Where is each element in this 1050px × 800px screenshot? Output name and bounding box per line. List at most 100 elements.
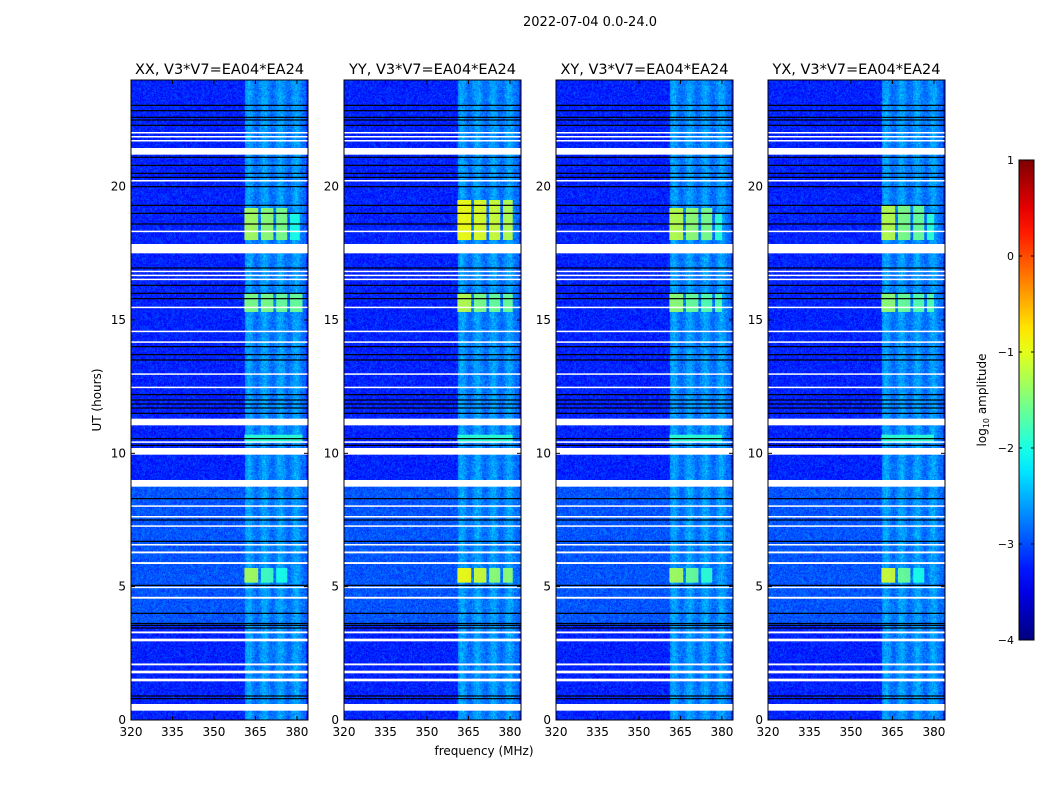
- heatmap-patch: [897, 568, 911, 583]
- x-tick-label: 380: [285, 725, 308, 739]
- flag-row-white: [768, 678, 945, 682]
- flag-row-white: [344, 631, 521, 634]
- flag-line-black: [131, 698, 308, 700]
- y-tick-label: 10: [324, 446, 339, 460]
- flag-line-black: [131, 444, 308, 446]
- flag-row-white: [131, 341, 308, 343]
- flag-row-white: [131, 670, 308, 674]
- x-tick-label: 335: [161, 725, 184, 739]
- flag-line-black: [131, 116, 308, 118]
- y-tick-label: 5: [755, 580, 763, 594]
- flag-row-white: [556, 230, 733, 233]
- x-tick-label: 335: [374, 725, 397, 739]
- flag-row-white: [556, 148, 733, 155]
- flag-row-white: [131, 373, 308, 375]
- flag-row-white: [344, 136, 521, 138]
- flag-line-black: [344, 119, 521, 121]
- flag-line-black: [768, 298, 945, 300]
- flag-line-black: [768, 498, 945, 500]
- flag-row-white: [556, 596, 733, 599]
- flag-line-black: [344, 412, 521, 414]
- flag-row-white: [768, 418, 945, 426]
- flag-row-white: [556, 525, 733, 527]
- flag-line-black: [768, 412, 945, 414]
- flag-row-white: [131, 330, 308, 333]
- flag-line-black: [344, 298, 521, 300]
- flag-line-black: [556, 172, 733, 174]
- flag-line-black: [768, 284, 945, 286]
- flag-line-black: [344, 124, 521, 126]
- flag-line-black: [344, 354, 521, 356]
- flag-row-white: [344, 180, 521, 182]
- flag-line-black: [344, 622, 521, 625]
- flag-row-white: [768, 270, 945, 273]
- flag-row-white: [556, 516, 733, 518]
- flag-row-white: [556, 270, 733, 273]
- flag-line-black: [556, 110, 733, 112]
- flag-row-white: [131, 562, 308, 564]
- flag-row-white: [556, 631, 733, 634]
- flag-row-white: [344, 678, 521, 682]
- heatmap-patch: [701, 293, 713, 312]
- flag-line-black: [556, 399, 733, 401]
- flag-line-black: [131, 407, 308, 409]
- flag-row-white: [768, 596, 945, 599]
- heatmap-patch: [489, 568, 501, 583]
- flag-row-white: [131, 551, 308, 554]
- heatmap-patch: [927, 293, 934, 312]
- flag-line-black: [768, 164, 945, 166]
- heatmap-patch: [881, 434, 934, 442]
- flag-line-black: [768, 695, 945, 697]
- flag-line-black: [131, 399, 308, 401]
- flag-line-black: [556, 403, 733, 405]
- flag-line-black: [344, 176, 521, 178]
- heatmap-patch: [897, 293, 911, 312]
- flag-line-black: [556, 346, 733, 348]
- flag-line-black: [344, 394, 521, 396]
- flag-row-white: [131, 480, 308, 487]
- heatmap-patch: [244, 293, 259, 312]
- flag-line-black: [768, 186, 945, 188]
- x-tick-label: 350: [203, 725, 226, 739]
- flag-line-black: [556, 622, 733, 625]
- heatmap-patch: [473, 293, 487, 312]
- flag-line-black: [344, 110, 521, 112]
- flag-line-black: [768, 346, 945, 348]
- flag-line-black: [131, 104, 308, 106]
- flag-row-white: [131, 441, 308, 443]
- flag-line-black: [556, 519, 733, 521]
- flag-line-black: [344, 498, 521, 500]
- flag-line-black: [344, 438, 521, 440]
- flag-line-black: [344, 267, 521, 269]
- x-tick-label: 350: [840, 725, 863, 739]
- y-tick-label: 0: [118, 713, 126, 727]
- flag-line-black: [768, 156, 945, 158]
- flag-line-black: [556, 407, 733, 409]
- flag-row-white: [131, 586, 308, 589]
- flag-line-black: [131, 622, 308, 625]
- flag-row-white: [556, 638, 733, 642]
- heatmap-patch: [503, 200, 513, 240]
- colorbar-tick-label: −1: [998, 346, 1014, 359]
- flag-line-black: [768, 204, 945, 206]
- flag-line-black: [768, 403, 945, 405]
- flag-line-black: [768, 540, 945, 542]
- x-tick-label: 320: [333, 725, 356, 739]
- y-tick-label: 5: [331, 580, 339, 594]
- flag-line-black: [768, 176, 945, 178]
- flag-line-black: [556, 176, 733, 178]
- flag-row-white: [556, 551, 733, 554]
- y-tick-label: 15: [536, 313, 551, 327]
- flag-row-white: [768, 132, 945, 134]
- flag-line-black: [768, 698, 945, 700]
- panel-frame: [555, 79, 734, 721]
- flag-row-white: [344, 562, 521, 564]
- heatmap-patch: [685, 568, 699, 583]
- flag-line-black: [131, 624, 308, 626]
- panel-title: YY, V3*V7=EA04*EA24: [348, 62, 516, 78]
- flag-row-white: [768, 136, 945, 138]
- flag-row-white: [768, 373, 945, 375]
- flag-line-black: [556, 298, 733, 300]
- x-tick-label: 335: [798, 725, 821, 739]
